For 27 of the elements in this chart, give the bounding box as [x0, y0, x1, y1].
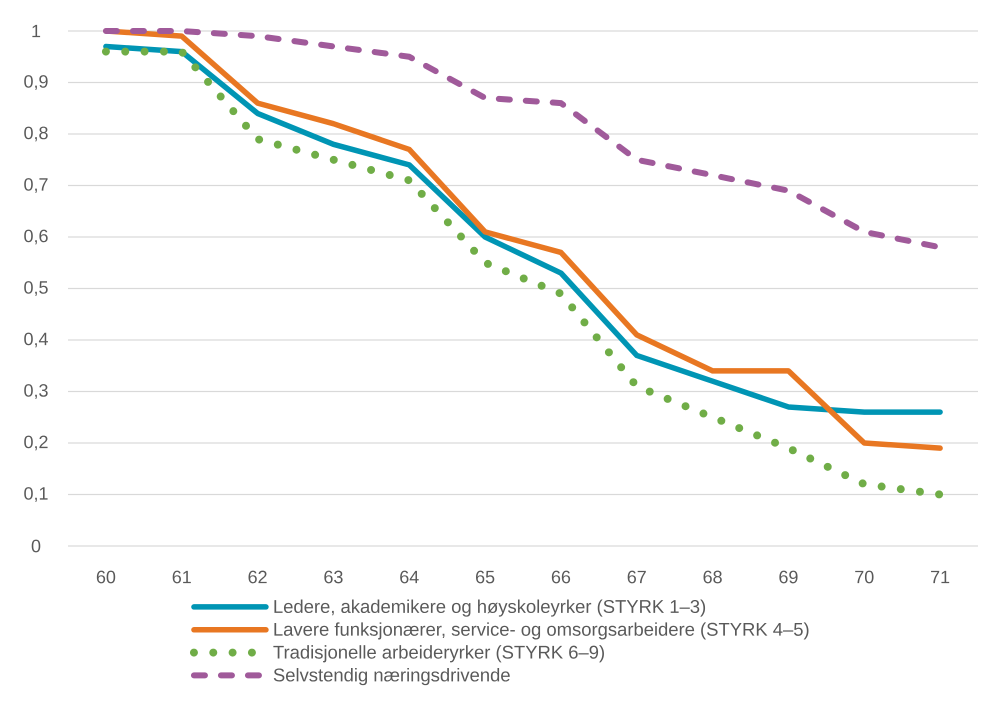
legend-label: Tradisjonelle arbeideryrker (STYRK 6–9) — [273, 645, 604, 662]
y-tick-label: 0,9 — [24, 75, 48, 90]
y-tick-label: 0,8 — [24, 126, 48, 142]
legend-label: Lavere funksjonærer, service- og omsorgsarbeidere (STYRK 4–5) — [274, 622, 808, 640]
x-tick-label: 66 — [552, 570, 570, 584]
x-tick-label: 62 — [248, 570, 267, 584]
x-tick-label: 64 — [400, 570, 419, 584]
x-tick-label: 70 — [855, 570, 874, 584]
y-tick-label: 0 — [32, 540, 40, 552]
x-tick-label: 61 — [172, 570, 191, 584]
y-tick-label: 0,5 — [24, 281, 48, 296]
x-tick-label: 67 — [628, 570, 646, 584]
x-tick-label: 65 — [476, 570, 494, 584]
y-tick-label: 0,3 — [24, 384, 48, 399]
y-tick-label: 0,7 — [24, 178, 48, 193]
x-tick-label: 69 — [779, 570, 798, 584]
y-tick-label: 0,6 — [24, 230, 48, 244]
x-tick-label: 71 — [931, 570, 950, 584]
y-tick-label: 0,4 — [24, 332, 48, 348]
x-tick-label: 63 — [324, 570, 343, 584]
x-tick-label: 60 — [96, 570, 116, 584]
x-tick-label: 68 — [704, 570, 722, 584]
y-tick-label: 0,1 — [24, 487, 48, 502]
y-tick-label: 0,2 — [24, 436, 48, 450]
legend-label: Selvstendig næringsdrivende — [274, 668, 510, 686]
y-tick-label: 1 — [32, 24, 40, 38]
legend-label: Ledere, akademikere og høyskoleyrker (STYRK 1–3) — [274, 599, 706, 617]
